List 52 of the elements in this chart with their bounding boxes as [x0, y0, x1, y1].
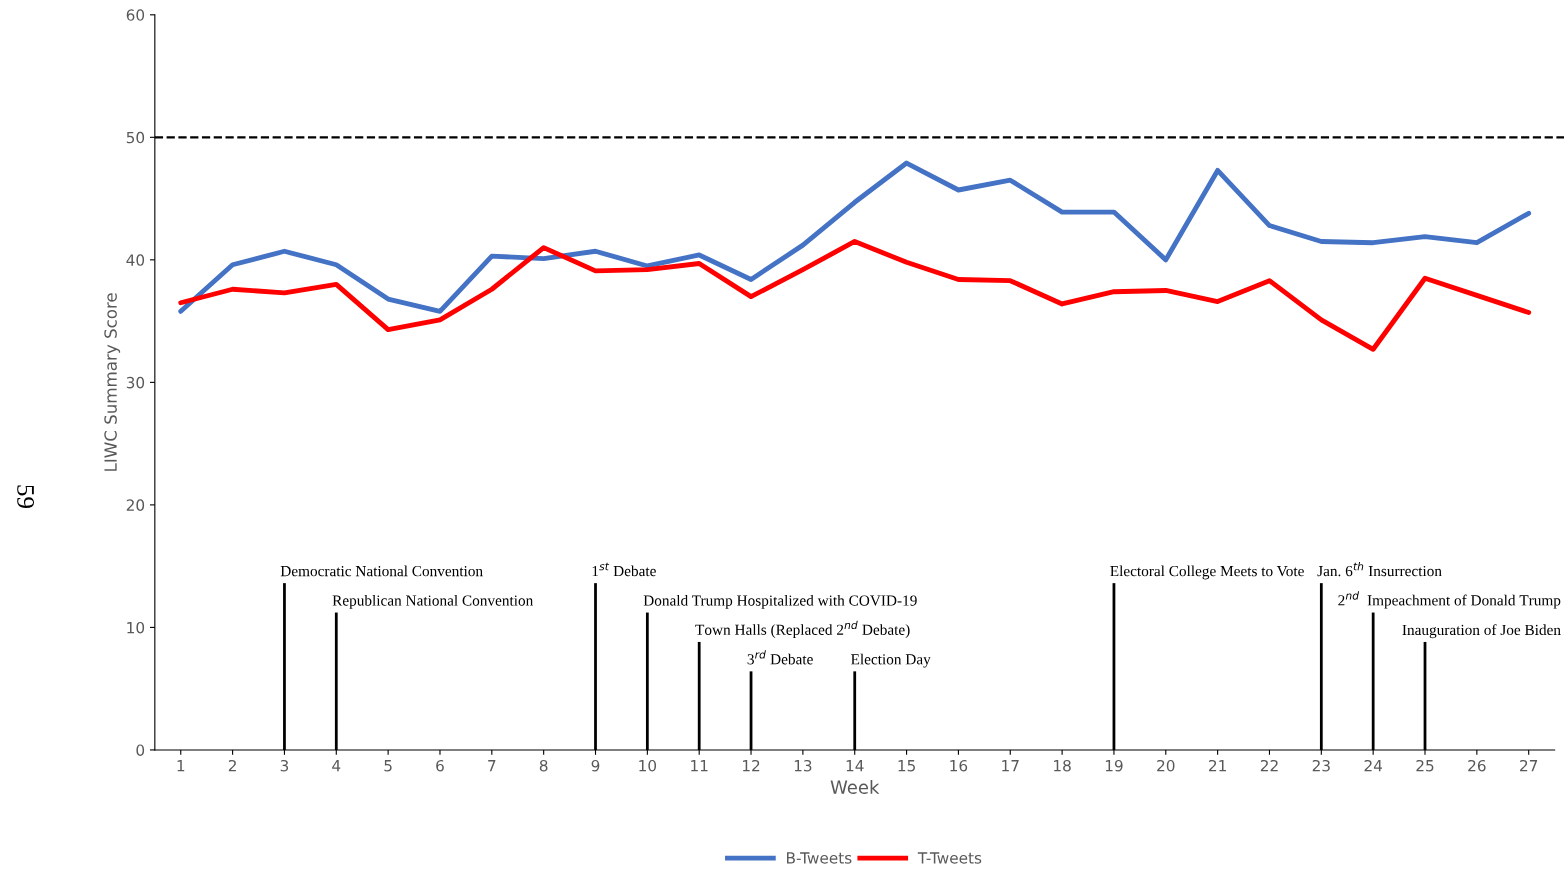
x-tick-label: 9 [591, 759, 600, 772]
x-tick-label: 23 [1312, 759, 1330, 772]
ref-line-label: Democratic National Convention [280, 565, 483, 577]
x-tick-label: 1 [177, 760, 185, 772]
y-tick-label: 10 [127, 621, 145, 634]
legend-label: B-Tweets [787, 852, 852, 864]
x-tick-label: 24 [1364, 759, 1383, 772]
y-tick-label: 0 [136, 744, 145, 756]
y-tick-label: 40 [126, 254, 145, 266]
x-tick-label: 6 [436, 759, 444, 772]
ref-line-label: Town Halls (Replaced 2$^{nd}$ Debate) [695, 620, 910, 638]
ref-line-label: 1$^{st}$ Debate [592, 562, 656, 577]
x-tick-label: 21 [1209, 759, 1226, 772]
text: 59 [17, 485, 34, 508]
x-axis-title: Week [830, 779, 880, 794]
y-tick-label: 60 [126, 9, 145, 21]
x-tick-label: 25 [1416, 759, 1434, 772]
x-tick-label: 22 [1260, 759, 1278, 772]
x-tick-label: 7 [488, 760, 496, 772]
x-tick-label: 11 [691, 760, 708, 772]
ref-line-label: Inauguration of Joe Biden [1402, 624, 1561, 639]
x-tick-label: 5 [384, 760, 392, 772]
x-tick-label: 26 [1468, 759, 1486, 772]
x-tick-label: 14 [846, 760, 864, 772]
x-tick-label: 2 [228, 759, 236, 772]
ref-line-label: Republican National Convention [332, 594, 534, 609]
x-tick-label: 3 [280, 759, 289, 772]
x-tick-label: 8 [539, 759, 548, 772]
ref-line-label: Electoral College Meets to Vote [1110, 565, 1304, 580]
legend-label: T-Tweets [917, 852, 982, 864]
x-tick-label: 13 [794, 759, 812, 772]
ref-line-label: Election Day [851, 653, 931, 668]
y-tick-label: 50 [126, 131, 145, 144]
x-tick-label: 17 [1002, 760, 1019, 772]
x-tick-label: 27 [1520, 759, 1538, 772]
x-tick-label: 12 [743, 759, 760, 772]
line-series [178, 160, 1532, 314]
line-series [178, 239, 1532, 352]
x-tick-label: 19 [1105, 759, 1123, 772]
ref-line-label: 2$^{nd}$ Impeachment of Donald Trump [1338, 591, 1561, 609]
y-tick-label: 30 [126, 376, 145, 389]
x-tick-label: 20 [1157, 759, 1175, 772]
x-tick-label: 15 [898, 760, 915, 772]
x-tick-label: 10 [639, 759, 657, 772]
y-tick-label: 20 [126, 499, 145, 511]
ref-line-label: Donald Trump Hospitalized with COVID-19 [643, 594, 917, 609]
ref-line-label: Jan. 6$^{th}$ Insurrection [1317, 562, 1442, 577]
y-axis-title: LIWC Summary Score [104, 293, 121, 471]
x-tick-label: 4 [332, 760, 341, 772]
ref-line-label: 3$^{rd}$ Debate [747, 650, 813, 665]
x-tick-label: 16 [950, 759, 968, 772]
x-tick-label: 18 [1054, 759, 1071, 772]
